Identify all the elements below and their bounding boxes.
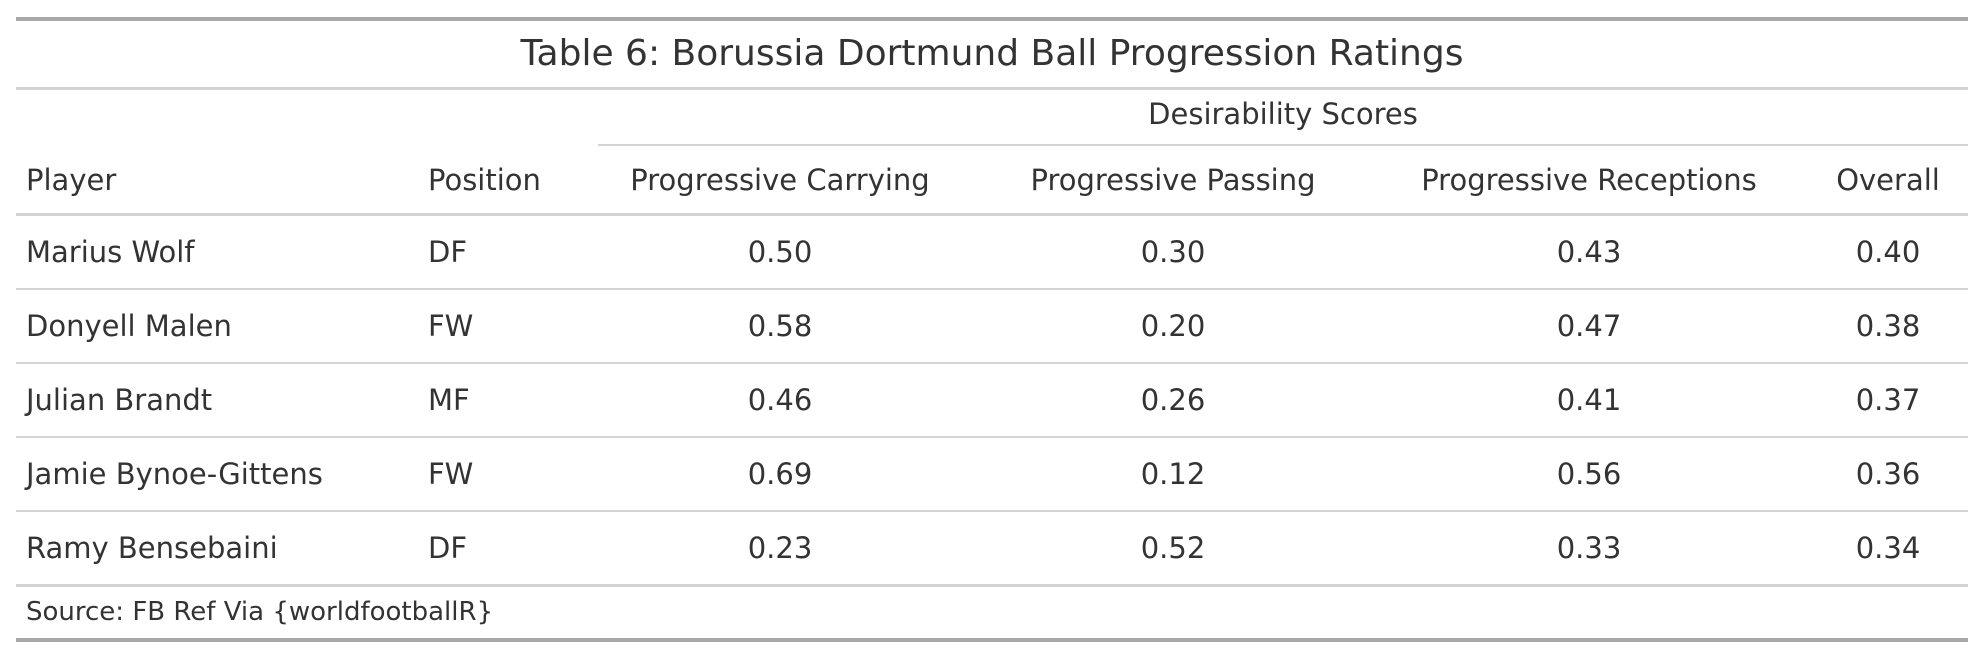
cell-overall: 0.40 <box>1808 214 1969 290</box>
cell-position: DF <box>418 214 584 290</box>
cell-carrying: 0.50 <box>584 214 976 290</box>
table-title: Table 6: Borussia Dortmund Ball Progress… <box>16 21 1968 90</box>
table-body: Marius Wolf DF 0.50 0.30 0.43 0.40 Donye… <box>16 214 1969 587</box>
column-header-receptions: Progressive Receptions <box>1370 146 1808 216</box>
data-table: Desirability Scores Player Position Prog… <box>16 90 1969 587</box>
table-top-rule <box>16 17 1968 21</box>
column-header-player: Player <box>16 146 418 216</box>
cell-carrying: 0.58 <box>584 289 976 364</box>
cell-position: MF <box>418 363 584 438</box>
column-header-position: Position <box>418 146 584 216</box>
spanner-cell: Desirability Scores <box>584 90 1969 146</box>
table-row: Julian Brandt MF 0.46 0.26 0.41 0.37 <box>16 363 1969 438</box>
column-header-row: Player Position Progressive Carrying Pro… <box>16 146 1969 216</box>
spanner-label: Desirability Scores <box>598 93 1969 146</box>
cell-player: Jamie Bynoe-Gittens <box>16 437 418 512</box>
cell-overall: 0.37 <box>1808 363 1969 438</box>
cell-carrying: 0.23 <box>584 511 976 587</box>
spanner-empty-cell <box>16 90 418 146</box>
cell-receptions: 0.47 <box>1370 289 1808 364</box>
spanner-empty-cell <box>418 90 584 146</box>
cell-receptions: 0.41 <box>1370 363 1808 438</box>
cell-passing: 0.52 <box>976 511 1370 587</box>
ratings-table: Table 6: Borussia Dortmund Ball Progress… <box>16 17 1969 642</box>
table-row: Jamie Bynoe-Gittens FW 0.69 0.12 0.56 0.… <box>16 437 1969 512</box>
column-header-passing: Progressive Passing <box>976 146 1370 216</box>
cell-passing: 0.20 <box>976 289 1370 364</box>
cell-overall: 0.36 <box>1808 437 1969 512</box>
cell-carrying: 0.69 <box>584 437 976 512</box>
column-header-carrying: Progressive Carrying <box>584 146 976 216</box>
cell-player: Marius Wolf <box>16 214 418 290</box>
cell-passing: 0.26 <box>976 363 1370 438</box>
spanner-row: Desirability Scores <box>16 90 1969 146</box>
cell-carrying: 0.46 <box>584 363 976 438</box>
cell-overall: 0.34 <box>1808 511 1969 587</box>
cell-position: FW <box>418 437 584 512</box>
cell-overall: 0.38 <box>1808 289 1969 364</box>
cell-position: FW <box>418 289 584 364</box>
table-row: Ramy Bensebaini DF 0.23 0.52 0.33 0.34 <box>16 511 1969 587</box>
cell-player: Julian Brandt <box>16 363 418 438</box>
cell-passing: 0.12 <box>976 437 1370 512</box>
cell-position: DF <box>418 511 584 587</box>
cell-receptions: 0.56 <box>1370 437 1808 512</box>
source-note: Source: FB Ref Via {worldfootballR} <box>16 587 1968 642</box>
cell-receptions: 0.43 <box>1370 214 1808 290</box>
column-header-overall: Overall <box>1808 146 1969 216</box>
cell-player: Ramy Bensebaini <box>16 511 418 587</box>
table-row: Marius Wolf DF 0.50 0.30 0.43 0.40 <box>16 214 1969 290</box>
cell-receptions: 0.33 <box>1370 511 1808 587</box>
cell-player: Donyell Malen <box>16 289 418 364</box>
table-row: Donyell Malen FW 0.58 0.20 0.47 0.38 <box>16 289 1969 364</box>
cell-passing: 0.30 <box>976 214 1370 290</box>
